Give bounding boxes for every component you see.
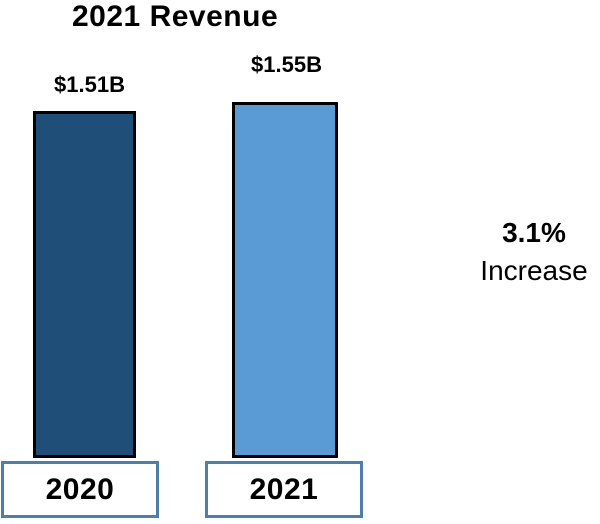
bar-value-label-2020: $1.51B <box>54 72 125 97</box>
chart-title: 2021 Revenue <box>72 0 279 33</box>
bar-value-label-2021: $1.55B <box>251 52 322 77</box>
growth-percent-text: 3.1% <box>502 217 566 248</box>
bar-2020 <box>33 111 136 458</box>
year-box-2020: 2020 <box>1 461 159 518</box>
growth-annotation: 3.1% Increase <box>468 214 600 290</box>
bar-2021 <box>232 102 338 458</box>
growth-word-text: Increase <box>480 255 588 286</box>
year-box-2021: 2021 <box>205 461 363 518</box>
year-label-2021: 2021 <box>249 472 319 506</box>
year-label-2020: 2020 <box>45 472 115 506</box>
